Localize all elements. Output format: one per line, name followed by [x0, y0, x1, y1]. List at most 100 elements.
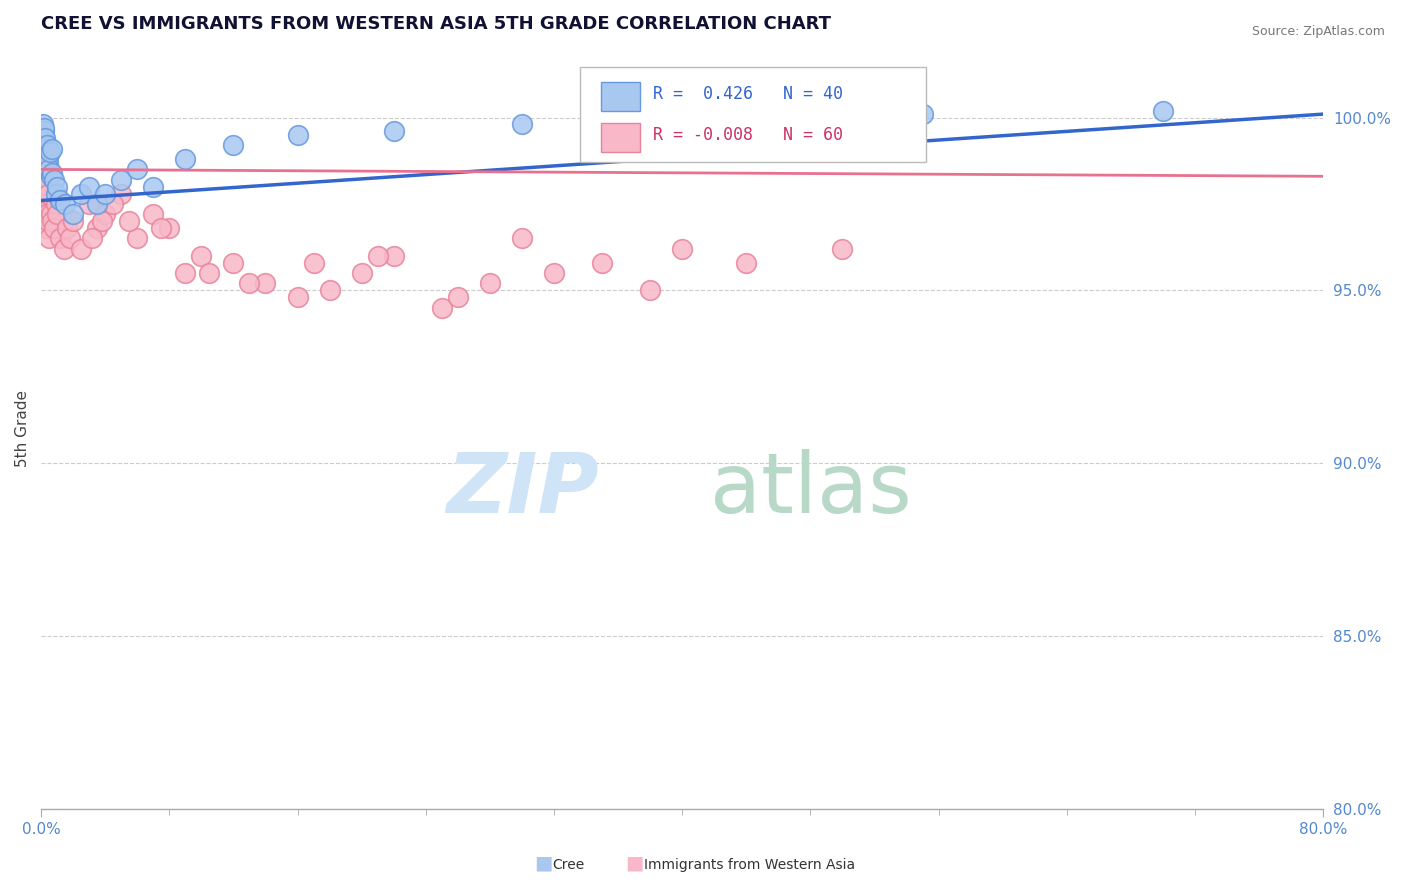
Point: [31, 162, 53, 177]
Text: Immigrants from Western Asia: Immigrants from Western Asia: [644, 858, 855, 872]
Point: [62, 207, 84, 221]
Text: Cree: Cree: [553, 858, 585, 872]
Point: [39, 207, 62, 221]
Point: [302, 255, 325, 269]
FancyBboxPatch shape: [579, 68, 925, 162]
Point: [222, 255, 245, 269]
Point: [77, 179, 100, 194]
Point: [44, 186, 66, 201]
Point: [70, 186, 93, 201]
Point: [77, 197, 100, 211]
Point: [382, 249, 405, 263]
Point: [478, 277, 501, 291]
Point: [34, 162, 56, 177]
Point: [49, 231, 72, 245]
Point: [41, 142, 63, 156]
Point: [41, 214, 63, 228]
Point: [37, 148, 59, 162]
Point: [118, 214, 141, 228]
Point: [86, 221, 108, 235]
Point: [37, 214, 59, 228]
Point: [46, 207, 69, 221]
Point: [367, 249, 389, 263]
Point: [543, 266, 565, 280]
Point: [34, 120, 56, 135]
Point: [350, 266, 373, 280]
Point: [94, 186, 117, 201]
Text: ■: ■: [534, 854, 553, 872]
Point: [32, 128, 55, 142]
Point: [52, 242, 75, 256]
Point: [42, 221, 65, 235]
Point: [34, 142, 56, 156]
Point: [671, 242, 693, 256]
Point: [222, 138, 245, 153]
Point: [34, 207, 56, 221]
Point: [37, 186, 59, 201]
Y-axis label: 5th Grade: 5th Grade: [15, 390, 30, 467]
Point: [39, 169, 62, 184]
Point: [39, 145, 62, 160]
Text: ZIP: ZIP: [446, 449, 599, 530]
Point: [32, 179, 55, 194]
Point: [35, 207, 58, 221]
Point: [1152, 103, 1174, 118]
Point: [62, 214, 84, 228]
Point: [31, 173, 53, 187]
Point: [110, 186, 132, 201]
Point: [510, 118, 533, 132]
Point: [142, 207, 165, 221]
Point: [53, 197, 76, 211]
Point: [150, 221, 173, 235]
Point: [142, 179, 165, 194]
Point: [238, 277, 260, 291]
Point: [430, 301, 453, 315]
Point: [287, 128, 309, 142]
Point: [638, 283, 661, 297]
Point: [31, 197, 53, 211]
Point: [591, 255, 613, 269]
Text: atlas: atlas: [710, 449, 911, 530]
Point: [44, 197, 66, 211]
Point: [671, 114, 693, 128]
Point: [190, 249, 212, 263]
Point: [127, 162, 149, 177]
Point: [103, 197, 125, 211]
Point: [34, 131, 56, 145]
Text: Source: ZipAtlas.com: Source: ZipAtlas.com: [1251, 25, 1385, 38]
Point: [35, 145, 58, 160]
Point: [447, 290, 470, 304]
Point: [82, 231, 104, 245]
Point: [287, 290, 309, 304]
Point: [198, 266, 221, 280]
Point: [42, 173, 65, 187]
Point: [59, 231, 82, 245]
Text: CREE VS IMMIGRANTS FROM WESTERN ASIA 5TH GRADE CORRELATION CHART: CREE VS IMMIGRANTS FROM WESTERN ASIA 5TH…: [41, 15, 831, 33]
Point: [34, 221, 56, 235]
Point: [31, 138, 53, 153]
Point: [91, 214, 114, 228]
Point: [510, 231, 533, 245]
Point: [86, 197, 108, 211]
Point: [41, 166, 63, 180]
Point: [46, 179, 69, 194]
FancyBboxPatch shape: [602, 82, 640, 111]
Point: [32, 186, 55, 201]
Point: [174, 266, 197, 280]
Point: [55, 221, 77, 235]
Text: ■: ■: [626, 854, 644, 872]
Point: [110, 173, 132, 187]
Point: [318, 283, 340, 297]
Point: [37, 155, 59, 169]
Point: [38, 162, 60, 177]
Point: [49, 194, 72, 208]
Text: R = -0.008   N = 60: R = -0.008 N = 60: [652, 126, 842, 145]
Point: [37, 159, 59, 173]
Point: [157, 221, 180, 235]
Point: [38, 231, 60, 245]
FancyBboxPatch shape: [602, 123, 640, 152]
Point: [382, 124, 405, 138]
Point: [35, 138, 58, 153]
Point: [32, 152, 55, 166]
Point: [32, 124, 55, 138]
